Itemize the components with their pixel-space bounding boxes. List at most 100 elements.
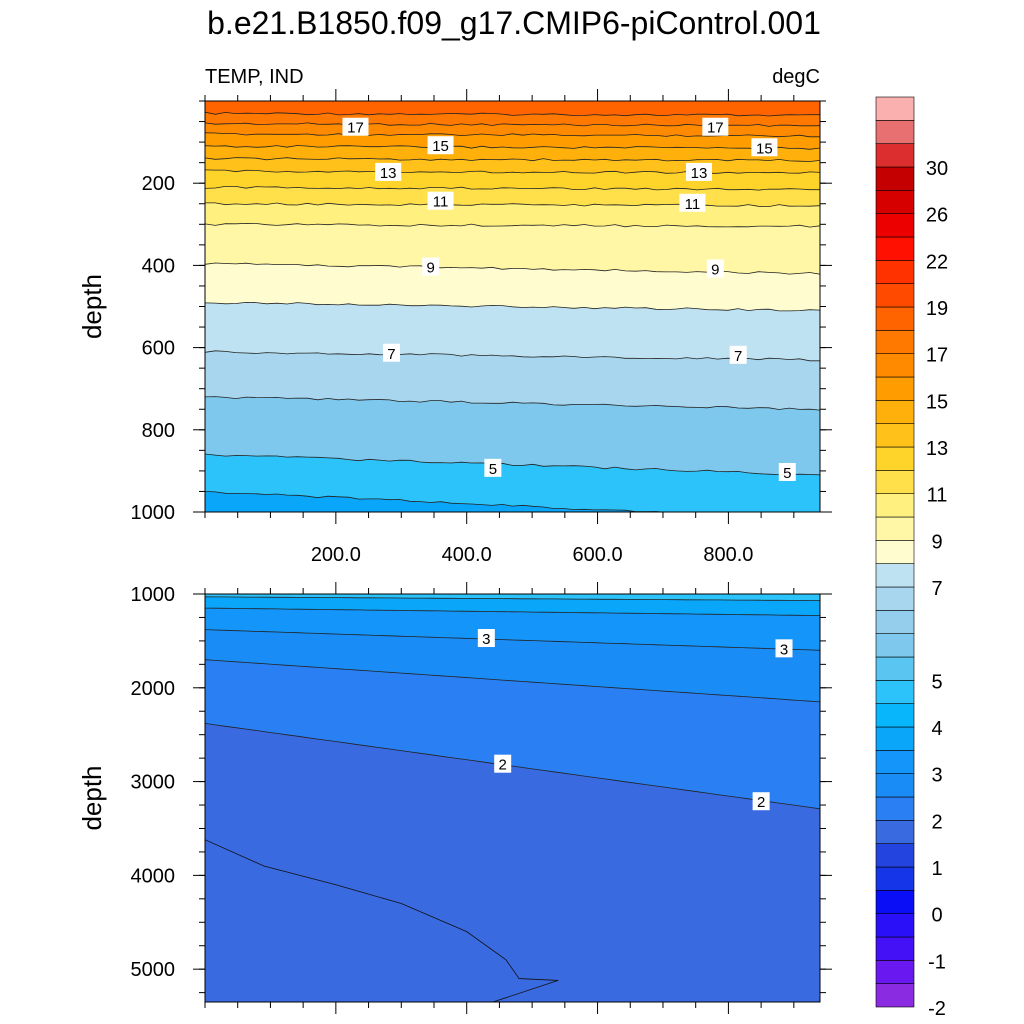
colorbar-label: 9 (931, 531, 942, 553)
contour-label-11: 11 (679, 193, 706, 213)
colorbar-box (875, 283, 915, 308)
svg-text:11: 11 (685, 196, 701, 213)
colorbar-box (875, 703, 915, 728)
svg-text:9: 9 (711, 262, 719, 279)
y-tick-label: 3000 (131, 772, 176, 794)
colorbar-box (875, 796, 915, 821)
isotherm-2.5 (205, 659, 820, 703)
y-tick-label: 800 (142, 420, 175, 442)
svg-text:13: 13 (380, 165, 397, 182)
isotherm-16 (205, 132, 820, 138)
x-tick-label: 800.0 (703, 544, 753, 566)
colorbar-box (875, 330, 915, 354)
contour-label-2: 2 (752, 792, 770, 811)
isotherm-2 (205, 723, 820, 810)
contour-label-5: 5 (484, 458, 502, 478)
isotherm-11 (205, 202, 820, 208)
colorbar-label: 0 (931, 905, 942, 927)
svg-text:2: 2 (499, 757, 507, 774)
upper-panel: 17 17 15 15 13 13 11 11 9 9 7 7 5 5 200 400 600 800 1000 20… (77, 89, 832, 566)
svg-text:5: 5 (489, 461, 497, 478)
colorbar-box (875, 890, 915, 914)
y-axis-title: depth (77, 274, 107, 339)
y-tick-label: 1000 (131, 584, 176, 606)
contour-label-13: 13 (685, 162, 712, 182)
contour-label-2: 2 (494, 754, 512, 774)
colorbar-box (875, 726, 915, 751)
isotherm-3 (205, 629, 820, 651)
colorbar-label: 22 (926, 251, 948, 273)
colorbar-box (875, 633, 915, 658)
contour-label-3: 3 (477, 629, 495, 648)
isotherm-5 (205, 453, 820, 476)
isotherm-10 (205, 222, 820, 228)
colorbar-box (875, 866, 915, 891)
isotherm-14 (205, 157, 820, 162)
isotherm-4 (205, 596, 820, 601)
colorbar-box (875, 236, 915, 261)
svg-text:17: 17 (347, 120, 364, 137)
colorbar-box (875, 306, 915, 331)
chart-title: b.e21.B1850.f09_g17.CMIP6-piControl.001 (207, 5, 821, 41)
svg-text:7: 7 (387, 346, 395, 363)
y-tick-label: 200 (142, 173, 175, 195)
colorbar-box (875, 750, 915, 774)
contour-label-5: 5 (778, 462, 796, 482)
colorbar-label: 19 (926, 298, 948, 320)
colorbar-box (875, 843, 915, 868)
colorbar-label: 3 (931, 765, 942, 787)
contour-band-4 (205, 491, 663, 512)
y-tick-label: 600 (142, 338, 175, 360)
x-tick-label: 400.0 (442, 544, 492, 566)
colorbar-label: 2 (931, 811, 942, 833)
colorbar-box (875, 143, 915, 168)
colorbar-box (875, 423, 915, 448)
y-tick-label: 2000 (131, 678, 176, 700)
svg-text:7: 7 (734, 348, 742, 365)
svg-text:3: 3 (482, 631, 490, 648)
svg-text:3: 3 (780, 641, 788, 658)
contour-label-13: 13 (375, 162, 402, 182)
y-tick-label: 400 (142, 255, 175, 277)
units-label: degC (772, 66, 820, 88)
colorbar-box (875, 213, 915, 238)
colorbar-box (875, 773, 915, 798)
isotherm-13 (205, 169, 820, 174)
plot-frame (204, 593, 821, 1003)
colorbar-box (875, 820, 915, 844)
contour-band-1 (205, 839, 559, 1002)
contour-label-7: 7 (382, 343, 400, 363)
x-tick-label: 200.0 (311, 544, 361, 566)
colorbar-box (875, 96, 915, 121)
y-axis-title: depth (77, 765, 107, 830)
isotherm-3.5 (205, 607, 820, 616)
isotherm-15 (205, 145, 820, 150)
colorbar-box (875, 516, 915, 541)
colorbar-label: 1 (931, 858, 942, 880)
colorbar-label: 30 (926, 158, 948, 180)
colorbar-label: 7 (931, 578, 942, 600)
isotherm-12 (205, 186, 820, 191)
svg-text:15: 15 (756, 140, 773, 157)
isotherm-18 (205, 111, 820, 117)
y-tick-label: 5000 (131, 959, 176, 981)
y-tick-label: 4000 (131, 865, 176, 887)
colorbar-label: -1 (928, 951, 946, 973)
colorbar-label: 13 (926, 438, 948, 460)
contour-label-9: 9 (706, 259, 724, 279)
colorbar-box (875, 913, 915, 938)
isotherm-6 (205, 396, 820, 411)
x-tick-label: 600.0 (573, 544, 623, 566)
contour-label-17: 17 (342, 117, 369, 137)
colorbar-label: 5 (931, 671, 942, 693)
colorbar-box (875, 563, 915, 588)
colorbar-box (875, 376, 915, 401)
lower-panel: 3 3 2 2 1000 2000 3000 4000 5000 depth (77, 582, 832, 1014)
colorbar: 30 26 22 19 17 15 13 11 9 7 5 4 3 2 1 0 -1 -2 (875, 96, 948, 1020)
colorbar-box (875, 470, 915, 494)
colorbar-box (875, 353, 915, 378)
colorbar-box (875, 610, 915, 634)
svg-text:11: 11 (433, 194, 449, 211)
svg-text:9: 9 (427, 259, 435, 276)
